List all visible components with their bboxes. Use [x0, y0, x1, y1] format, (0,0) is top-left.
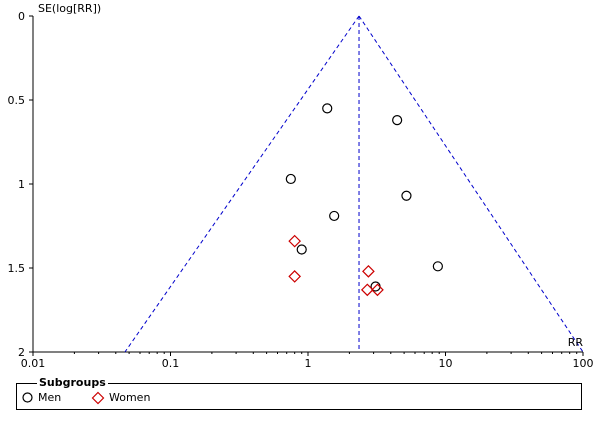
point-men: [322, 103, 333, 114]
y-axis-title: SE(log[RR]): [38, 2, 101, 15]
point-men: [285, 173, 296, 185]
funnel-lines: [124, 15, 584, 353]
legend-item-women: Women: [91, 391, 150, 405]
x-tick-label: 0.1: [162, 357, 180, 370]
point-men: [401, 190, 412, 201]
funnel-left-line: [124, 15, 360, 353]
diamond-marker-icon: [91, 391, 105, 405]
x-tick-label: 10: [439, 357, 453, 370]
y-tick-label: 1: [18, 178, 25, 191]
y-tick-label: 2: [18, 346, 25, 359]
point-women: [288, 270, 302, 283]
circle-marker-icon: [22, 392, 33, 403]
point-women: [371, 283, 384, 297]
ticks: 0 0.5 1 1.5 20.01 0.1 1 10 100: [8, 10, 594, 370]
point-women: [362, 265, 375, 278]
legend-label-men: Men: [38, 390, 62, 404]
legend-item-men: Men: [21, 391, 61, 404]
y-tick-label: 0.5: [8, 94, 26, 107]
x-axis-title: RR: [568, 336, 584, 349]
x-tick-label: 1: [305, 357, 312, 370]
axes: [32, 16, 583, 353]
point-women: [360, 283, 374, 297]
legend: Subgroups Men Women: [16, 376, 582, 410]
point-women: [288, 234, 302, 248]
funnel-right-line: [358, 15, 584, 353]
point-men: [432, 261, 443, 272]
y-tick-label: 0: [18, 10, 25, 23]
point-men: [392, 115, 403, 126]
x-tick-label: 100: [573, 357, 594, 370]
point-men: [329, 210, 340, 222]
x-tick-label: 0.01: [21, 357, 46, 370]
legend-title: Subgroups: [37, 376, 108, 390]
data-points: [285, 103, 443, 297]
legend-label-women: Women: [109, 391, 151, 404]
point-men: [296, 244, 307, 255]
y-tick-label: 1.5: [8, 262, 26, 275]
